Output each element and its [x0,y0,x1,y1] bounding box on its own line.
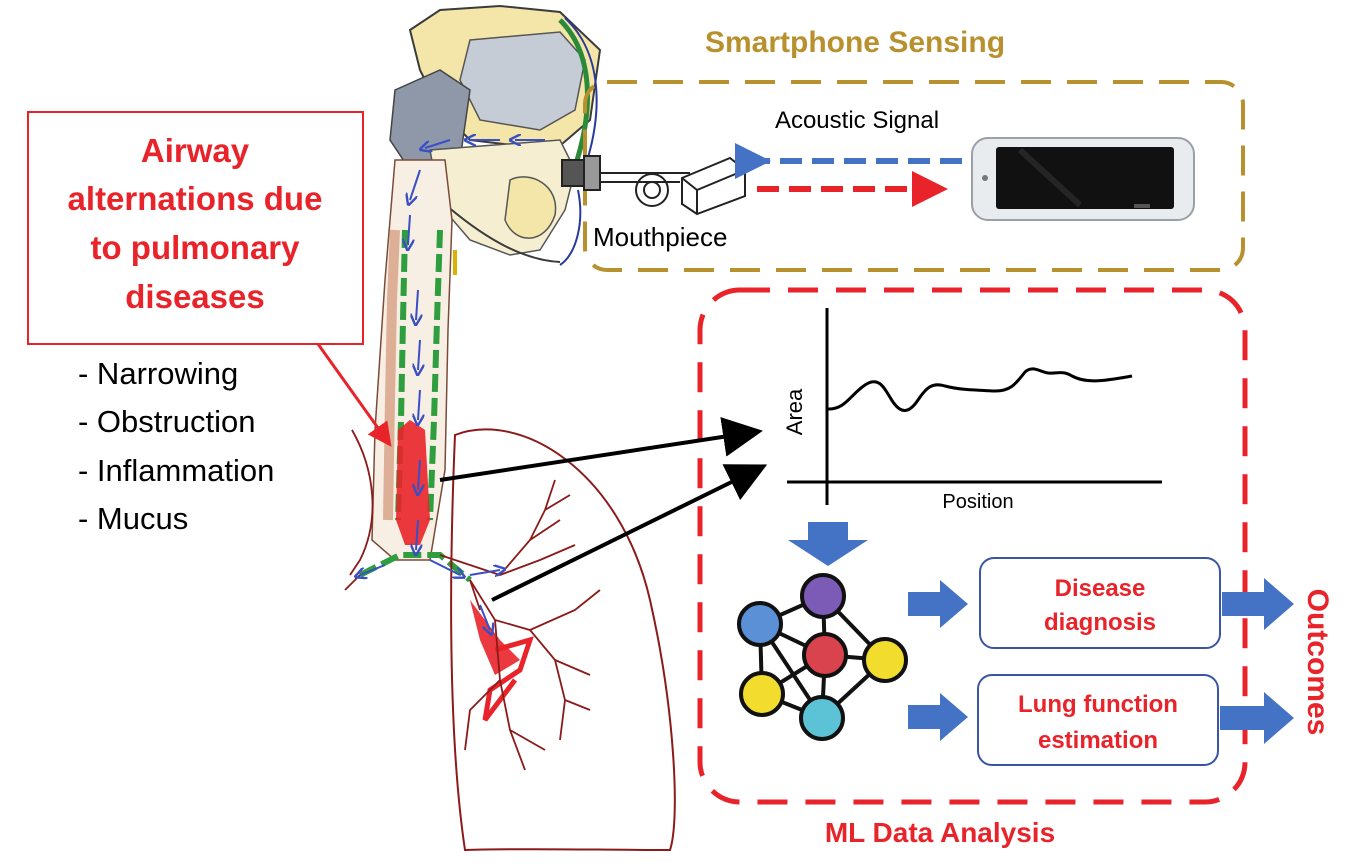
condition-item: - Narrowing [78,356,238,391]
jaw-outline [439,199,561,263]
tongue-shape [504,176,557,239]
network-node-purple [800,573,846,619]
mouthpiece-device [561,155,746,216]
airway-alterations-box [27,111,364,345]
airway-alterations-group: Airway alternations due to pulmonary dis… [27,111,392,536]
nasal-cavity-shape [459,31,586,131]
lungfunction-to-outcomes-arrow [1220,692,1294,744]
plot-ylabel: Area [782,388,807,435]
network-to-diagnosis-arrow [908,580,968,628]
area-position-plot: Area Position [782,308,1162,513]
network-node-cyan [799,695,845,741]
plot-xlabel: Position [942,491,1013,513]
smartphone-sensing-group: Smartphone Sensing Acoustic Signal Mouth… [561,26,1245,272]
airway-title-line-1: Airway [141,132,250,169]
chin-outline [559,189,582,266]
left-lung-edge [349,429,374,576]
network-node-blue [737,601,783,647]
condition-item: - Obstruction [78,404,255,439]
smartphone-sensing-title: Smartphone Sensing [705,26,1005,59]
area-curve [826,367,1133,412]
outcomes-label: Outcomes [1301,589,1334,736]
ml-analysis-box [697,287,1248,805]
ml-analysis-group: ML Data Analysis Area Position [439,287,1294,848]
disease-diagnosis-line-2: diagnosis [1044,609,1156,636]
acoustic-signal-label: Acoustic Signal [775,107,939,134]
airway-anatomy-illustration [344,4,676,852]
lung-function-line-1: Lung function [1018,691,1178,718]
network-node-yellow [739,671,785,717]
esophagus-tissue [383,229,400,521]
ml-analysis-title: ML Data Analysis [825,817,1055,848]
plot-to-network-arrow [788,522,868,566]
airway-title-line-4: diseases [125,278,264,315]
disease-diagnosis-box [979,557,1221,649]
airway-title-line-3: to pulmonary [90,229,300,266]
diagnosis-to-outcomes-arrow [1222,578,1294,630]
smartphone-icon [971,137,1195,221]
inflamed-airway-red [396,420,534,722]
airway-pointer-arrow [316,343,392,447]
airway-title-line-2: alternations due [68,180,323,217]
lung-function-box [977,674,1219,766]
mouthpiece-label: Mouthpiece [593,222,727,252]
network-to-lungfunction-arrow [908,693,968,741]
condition-item: - Mucus [78,501,188,536]
disease-diagnosis-line-1: Disease [1055,575,1146,602]
bronchi-to-plot-arrow [491,464,768,602]
network-node-red [802,632,848,678]
lung-function-line-2: estimation [1038,727,1158,754]
airflow-arrows [360,140,545,630]
condition-item: - Inflammation [78,453,274,488]
trachea-to-plot-arrow [439,417,763,482]
lung-outline [450,428,676,852]
neural-network-icon [737,573,908,741]
network-node-yellow [862,637,908,683]
